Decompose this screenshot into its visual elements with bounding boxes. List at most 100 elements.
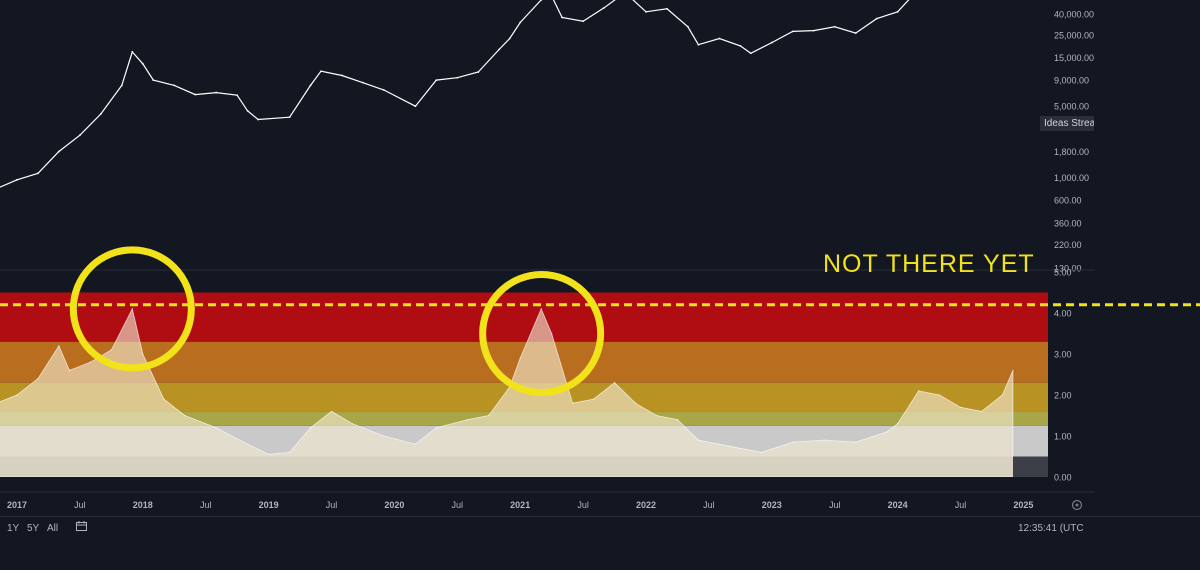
price-tick-label: 1,800.00 [1054, 147, 1089, 157]
price-point [309, 84, 312, 87]
price-point [687, 25, 689, 28]
price-point [697, 43, 700, 46]
osc-point [592, 398, 595, 400]
osc-axis: 0.00 1.00 2.00 3.00 4.00 5.00 [0, 268, 1095, 483]
price-point [561, 16, 564, 19]
price-point [79, 134, 81, 137]
time-tick-label: 2019 [259, 500, 279, 510]
price-point [540, 0, 543, 1]
time-axis: 2017 Jul 2018 Jul 2019 Jul 2020 Jul 2021 Jul 2022 J… [0, 491, 1095, 510]
price-line [0, 0, 910, 188]
price-point [508, 37, 511, 40]
time-tick-label: Jul [200, 500, 212, 510]
osc-point [162, 398, 165, 400]
time-tick-label: 2021 [510, 500, 530, 510]
price-point [414, 105, 417, 108]
osc-point [16, 394, 18, 396]
price-point [791, 30, 794, 33]
price-point [173, 84, 176, 87]
price-axis: 40,000.00 25,000.00 15,000.00 9,000.00 5,000… [1054, 10, 1094, 274]
clock-readout: 12:35:41 (UTC [1018, 523, 1084, 534]
bottom-toolbar: 1Y 5Y All 12:35:41 (UTC [0, 516, 1200, 570]
osc-point [917, 390, 920, 392]
price-point [519, 21, 522, 24]
time-tick-label: Jul [955, 500, 967, 510]
osc-tick-label: 3.00 [1054, 350, 1072, 360]
price-line-layer [0, 0, 910, 188]
range-5y-button[interactable]: 5Y [27, 523, 40, 534]
osc-point [959, 406, 962, 409]
annotation-layer [0, 246, 1200, 396]
price-point [215, 91, 218, 94]
osc-point [886, 431, 888, 433]
price-tag: Ideas Stream [1040, 116, 1094, 131]
osc-point [676, 418, 679, 421]
osc-point [791, 441, 794, 443]
annotation-label: NOT THERE YET [823, 250, 1035, 278]
osc-point [896, 422, 899, 425]
osc-point [571, 402, 574, 405]
osc-point [823, 439, 826, 441]
time-tick-label: 2020 [384, 500, 404, 510]
osc-point [246, 443, 249, 446]
osc-point [110, 349, 113, 351]
price-point [141, 62, 144, 65]
range-1y-button[interactable]: 1Y [7, 523, 20, 534]
osc-point [131, 308, 134, 310]
osc-point [634, 402, 637, 405]
price-tick-label: 360.00 [1054, 218, 1082, 228]
price-tick-label: 9,000.00 [1054, 76, 1089, 86]
osc-end-shade [1012, 456, 1048, 477]
osc-point [58, 345, 60, 347]
osc-point [435, 427, 438, 429]
price-tick-label: 15,000.00 [1054, 53, 1094, 63]
time-tick-label: Jul [577, 500, 589, 510]
price-point [194, 93, 197, 96]
price-point [666, 7, 668, 10]
price-point [896, 10, 899, 13]
price-point [58, 150, 60, 153]
osc-tick-label: 4.00 [1054, 309, 1072, 319]
time-tick-label: 2023 [762, 500, 782, 510]
time-tick-label: 2024 [888, 500, 908, 510]
osc-point [330, 410, 333, 413]
price-point [16, 178, 18, 181]
price-point [582, 20, 584, 23]
price-point [37, 172, 39, 175]
time-tick-label: Jul [452, 500, 464, 510]
osc-point [267, 453, 270, 456]
osc-tick-label: 2.00 [1054, 391, 1072, 401]
osc-point [729, 445, 731, 448]
price-tick-label: 25,000.00 [1054, 30, 1094, 40]
peak-highlight-circle [69, 246, 195, 372]
calendar-icon[interactable] [76, 521, 87, 531]
price-point [645, 10, 647, 13]
osc-point [37, 377, 39, 380]
time-tick-label: 2018 [133, 500, 153, 510]
osc-point [938, 394, 941, 396]
time-tick-label: 2025 [1013, 500, 1033, 510]
price-point [770, 41, 773, 44]
time-tick-label: Jul [703, 500, 715, 510]
time-tick-label: Jul [829, 500, 841, 510]
price-point [833, 25, 836, 28]
range-all-button[interactable]: All [47, 523, 59, 534]
settings-icon[interactable] [1071, 499, 1083, 511]
osc-tick-label: 1.00 [1054, 432, 1072, 442]
osc-tick-label: 0.00 [1054, 473, 1072, 483]
osc-point [655, 414, 658, 417]
price-point [288, 116, 291, 119]
osc-point [89, 361, 92, 364]
osc-point [1001, 394, 1004, 396]
price-point [718, 37, 721, 40]
peak-highlight-circle [479, 271, 605, 396]
price-point [320, 70, 322, 73]
osc-band-5 [0, 292, 1048, 342]
price-point [246, 109, 249, 112]
price-point [875, 17, 878, 20]
osc-point [215, 427, 217, 429]
time-tick-label: 2022 [636, 500, 656, 510]
price-tick-label: 5,000.00 [1054, 102, 1089, 112]
price-tick-label: 130.00 [1054, 264, 1082, 274]
